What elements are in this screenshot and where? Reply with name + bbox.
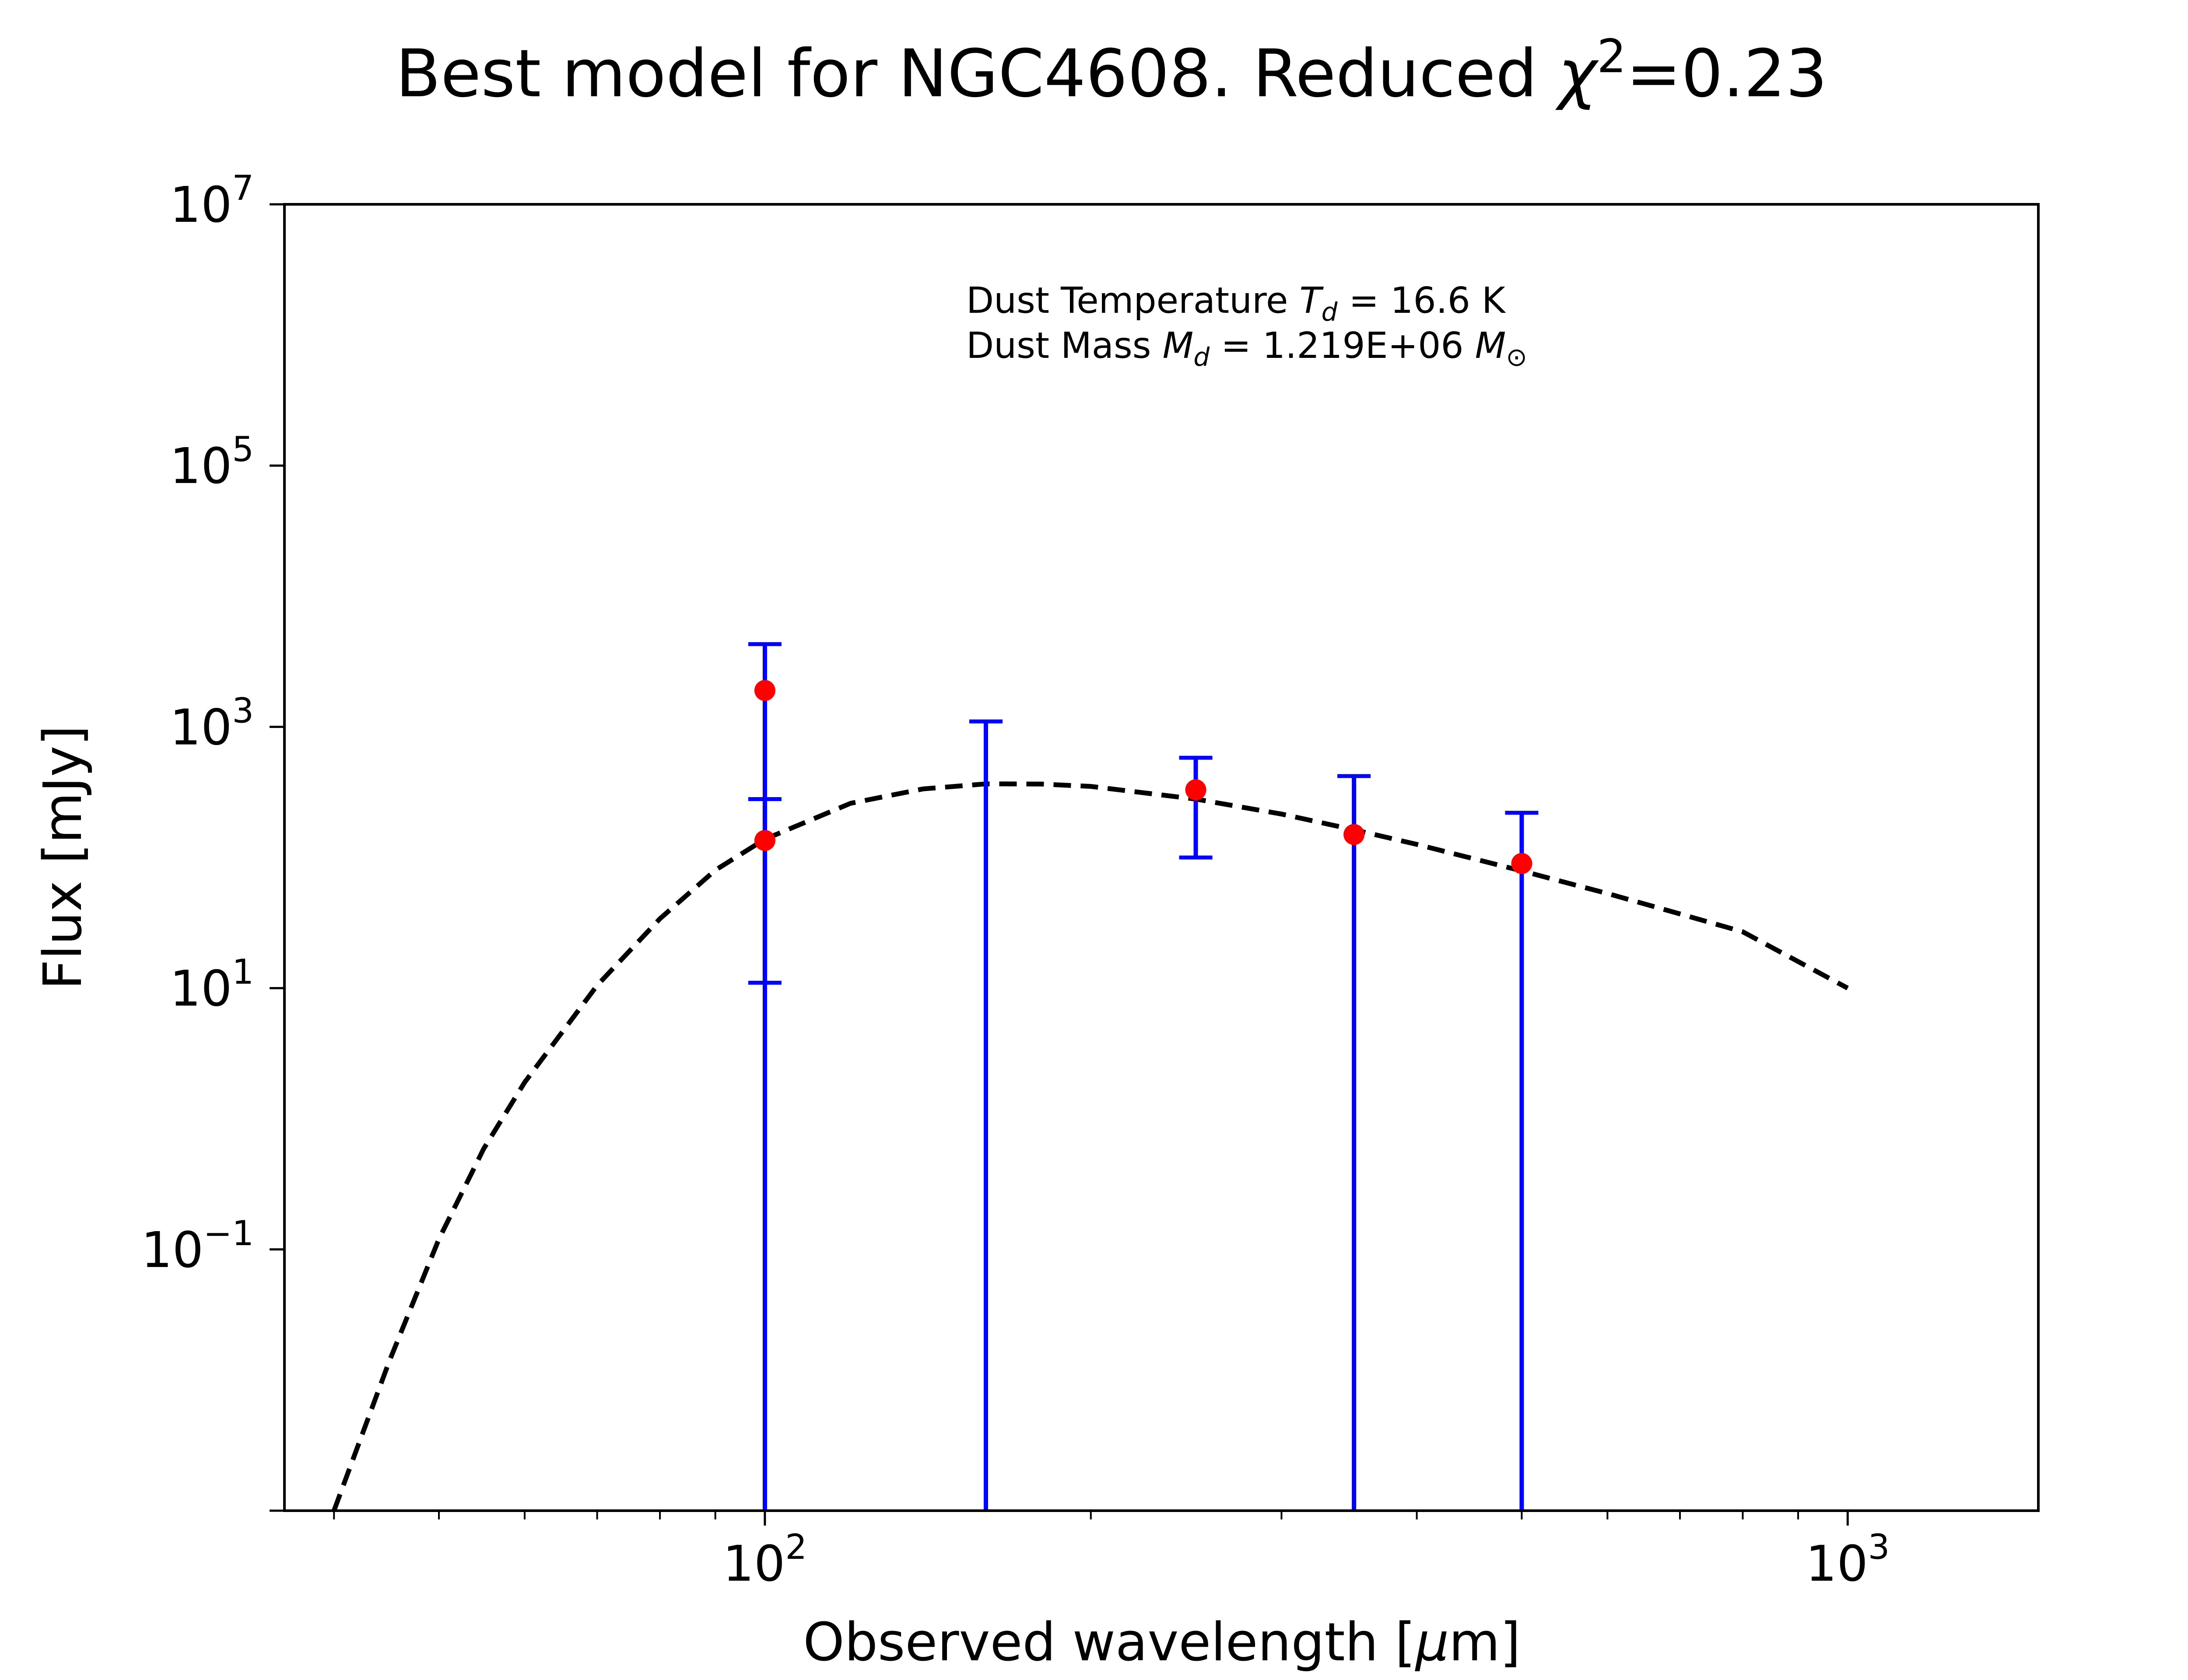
y-tick-label-3: 105 bbox=[170, 430, 254, 495]
data-point-marker-1 bbox=[754, 830, 775, 851]
plot-area bbox=[284, 204, 2038, 1511]
y-axis-label: Flux [mJy] bbox=[33, 725, 94, 990]
y-tick-label-4: 107 bbox=[170, 169, 254, 234]
plot-frame bbox=[283, 203, 2040, 1512]
data-point-marker-2 bbox=[1185, 779, 1206, 801]
x-axis: 102 103 bbox=[333, 1511, 1890, 1592]
marker-layer bbox=[754, 680, 1532, 874]
x-axis-label: Observed wavelength [μm] bbox=[803, 1612, 1521, 1673]
y-tick-label-2: 103 bbox=[170, 691, 254, 756]
chart-title: Best model for NGC4608. Reduced χ2=0.23 bbox=[396, 30, 1827, 112]
y-axis: 10−1 101 103 105 107 bbox=[141, 169, 284, 1512]
x-tick-label-1: 103 bbox=[1806, 1528, 1890, 1592]
y-tick-label-1: 101 bbox=[170, 953, 254, 1018]
plot-background bbox=[284, 204, 2038, 1511]
data-point-marker-4 bbox=[1511, 853, 1532, 874]
data-point-marker-3 bbox=[1343, 824, 1365, 845]
annotation-dust-mass: Dust Mass Md = 1.219E+06 M⊙ bbox=[966, 325, 1527, 372]
annotation-dust-temperature: Dust Temperature Td = 16.6 K bbox=[966, 280, 1506, 327]
y-tick-label-0: 10−1 bbox=[141, 1214, 254, 1279]
data-point-marker-0 bbox=[754, 680, 775, 701]
x-tick-label-0: 102 bbox=[723, 1528, 807, 1592]
errorbar-layer bbox=[748, 642, 1539, 1511]
